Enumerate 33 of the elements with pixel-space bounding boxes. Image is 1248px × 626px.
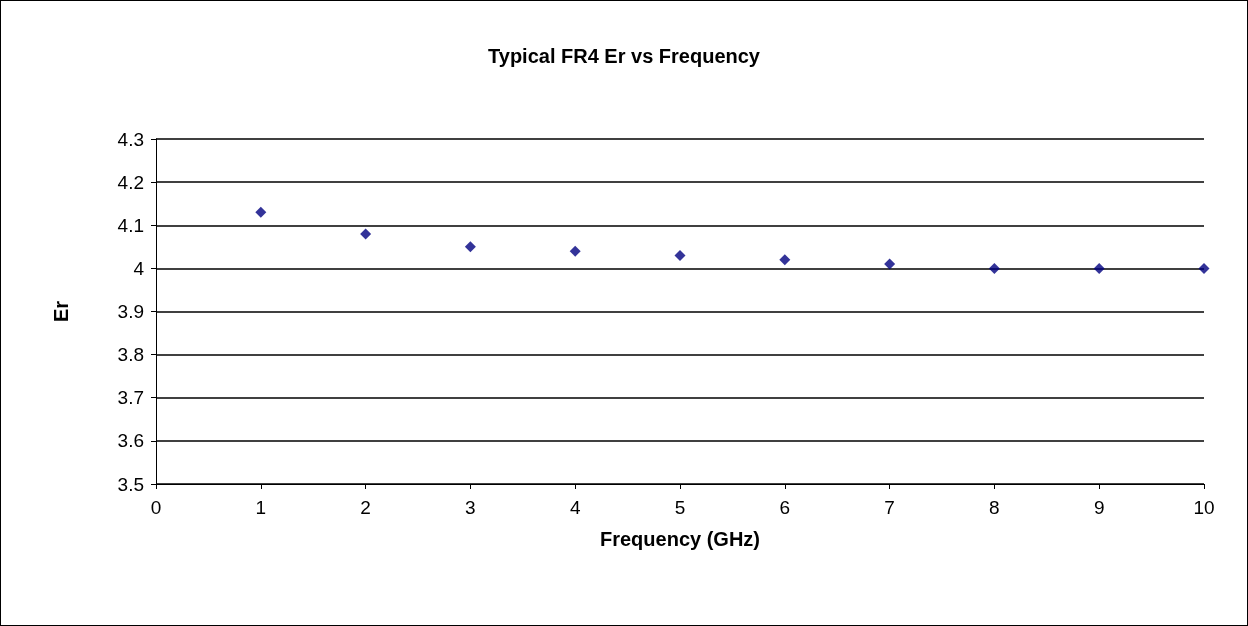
x-tick-label: 1 <box>255 497 267 518</box>
y-tick-label: 3.7 <box>117 387 144 409</box>
point <box>255 206 267 218</box>
x-tick-label: 8 <box>989 497 1000 518</box>
point <box>1093 262 1105 274</box>
point <box>988 262 1000 274</box>
y-tick-label: 3.8 <box>117 344 144 366</box>
x-tick-label: 5 <box>674 497 686 518</box>
point <box>569 245 581 257</box>
x-tick-label: 6 <box>779 497 791 518</box>
x-tick-label: 9 <box>1093 497 1105 518</box>
x-tick-label: 2 <box>360 497 371 518</box>
x-tick-label: 3 <box>465 497 476 518</box>
y-tick-label: 4 <box>133 257 145 279</box>
y-tick-label: 3.9 <box>117 301 144 322</box>
y-tick-label: 4.2 <box>117 171 144 193</box>
point <box>674 249 686 261</box>
point <box>1198 262 1210 274</box>
y-tick-label: 4.3 <box>117 128 144 150</box>
x-tick-label: 7 <box>884 497 895 518</box>
x-tick-label: 0 <box>150 497 162 518</box>
point <box>360 228 372 240</box>
y-tick-label: 3.5 <box>117 473 144 495</box>
point <box>884 258 896 270</box>
point <box>464 241 476 253</box>
x-tick-label: 10 <box>1193 497 1215 518</box>
point <box>779 254 791 266</box>
y-axis-title: Er <box>50 300 72 323</box>
y-tick-label: 3.6 <box>117 430 144 452</box>
y-tick-label: 4.1 <box>117 214 144 236</box>
x-axis-title: Frequency (GHz) <box>599 528 761 550</box>
x-tick-label: 4 <box>569 497 581 518</box>
chart-title: Typical FR4 Er vs Frequency <box>488 45 761 67</box>
